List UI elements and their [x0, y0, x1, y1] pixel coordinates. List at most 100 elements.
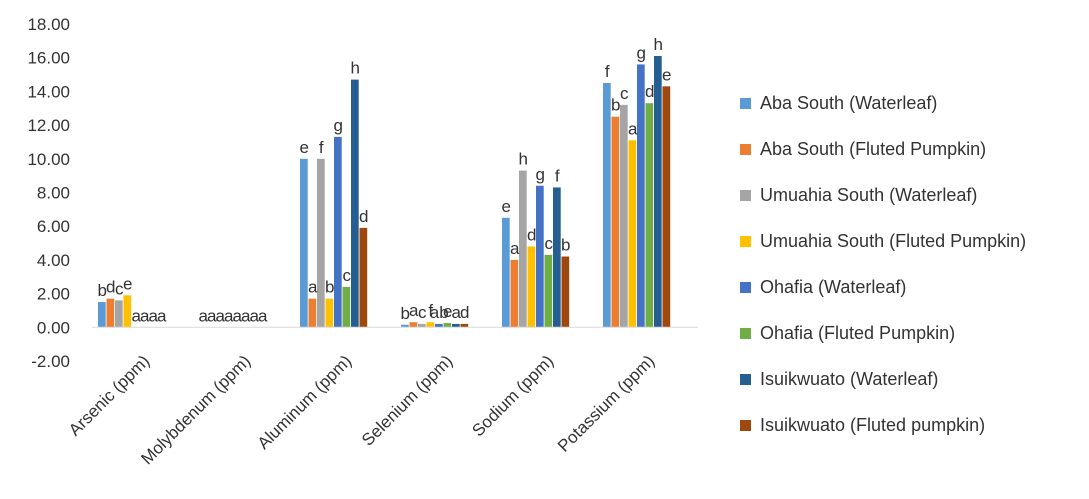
bar	[637, 64, 645, 328]
data-label: a	[132, 306, 142, 325]
legend-swatch	[740, 235, 751, 247]
legend-swatch	[740, 281, 751, 293]
bar	[334, 136, 342, 328]
legend-swatch	[740, 97, 751, 109]
data-label: a	[628, 119, 638, 138]
data-label: a	[149, 306, 159, 325]
bar	[351, 79, 359, 328]
data-label: e	[502, 197, 511, 216]
bar	[418, 323, 426, 328]
data-label: a	[452, 303, 462, 322]
data-label: f	[605, 62, 610, 81]
y-tick-label: 12.00	[27, 116, 70, 135]
bar	[401, 324, 409, 328]
bar	[502, 217, 510, 328]
bar	[654, 56, 662, 328]
data-label: c	[620, 84, 629, 103]
x-tick-label: Selenium (ppm)	[358, 351, 456, 449]
legend-label: Aba South (Waterleaf)	[760, 92, 938, 113]
legend-entry: Aba South (Fluted Pumpkin)	[740, 126, 1026, 172]
x-axis: Arsenic (ppm)Molybdenum (ppm) Aluminum (p…	[65, 326, 698, 468]
legend-swatch	[740, 419, 751, 431]
data-label: a	[250, 306, 260, 325]
bar	[553, 187, 561, 328]
bar	[628, 140, 637, 328]
data-label: d	[645, 82, 654, 101]
data-label: a	[308, 278, 318, 297]
bar	[308, 298, 317, 328]
data-label: d	[106, 278, 115, 297]
data-label: g	[637, 43, 646, 62]
legend-swatch	[740, 143, 751, 155]
bar	[325, 298, 334, 328]
data-label: a	[233, 306, 243, 325]
data-label: g	[334, 116, 343, 135]
bar	[115, 300, 123, 328]
legend-label: Umuahia South (Fluted Pumpkin)	[760, 230, 1027, 251]
bar	[527, 246, 536, 328]
y-tick-label: 18.00	[27, 15, 70, 34]
data-label: c	[115, 279, 124, 298]
data-label: a	[258, 306, 268, 325]
legend-entry: Umuahia South (Waterleaf)	[740, 172, 1026, 218]
bar	[561, 256, 570, 328]
x-tick-label: Molybdenum (ppm)	[137, 351, 254, 468]
legend-label: Ohafia (Fluted Pumpkin)	[760, 322, 956, 343]
bar	[123, 295, 132, 328]
bar	[435, 323, 443, 328]
y-tick-label: -2.00	[31, 352, 70, 371]
bar	[342, 286, 351, 328]
bar	[645, 103, 654, 328]
data-label: h	[351, 59, 360, 78]
data-label: e	[123, 274, 132, 293]
data-label: b	[611, 96, 620, 115]
data-label: a	[409, 301, 419, 320]
legend-entry: Ohafia (Waterleaf)	[740, 264, 1026, 310]
bar	[603, 82, 611, 328]
bar	[359, 227, 368, 328]
legend-swatch	[740, 327, 751, 339]
bar	[460, 323, 469, 328]
data-label: f	[555, 166, 560, 185]
data-label: a	[510, 239, 520, 258]
y-tick-label: 0.00	[37, 318, 70, 337]
data-label: e	[443, 302, 452, 321]
bar	[443, 323, 452, 328]
data-label: a	[157, 306, 167, 325]
bar	[544, 254, 553, 328]
data-label: b	[401, 304, 410, 323]
bar	[106, 298, 115, 328]
data-label: d	[527, 225, 536, 244]
legend-swatch	[740, 189, 751, 201]
bar	[452, 323, 460, 328]
data-label: f	[319, 138, 324, 157]
data-label: a	[241, 306, 251, 325]
legend-entry: Isuikwuato (Fluted pumpkin)	[740, 402, 1026, 448]
bar	[611, 116, 620, 328]
bar	[536, 185, 544, 328]
y-tick-label: 16.00	[27, 49, 70, 68]
data-label: c	[418, 303, 427, 322]
bar	[98, 302, 106, 328]
x-tick-label: Arsenic (ppm)	[65, 351, 153, 439]
y-tick-label: 10.00	[27, 150, 70, 169]
x-tick-label: Potassium (ppm)	[554, 351, 658, 455]
y-tick-label: 4.00	[37, 251, 70, 270]
data-label: h	[519, 150, 528, 169]
data-label: d	[460, 303, 469, 322]
legend-entry: Ohafia (Fluted Pumpkin)	[740, 310, 1026, 356]
x-tick-label: Aluminum (ppm)	[254, 351, 356, 453]
y-tick-label: 2.00	[37, 285, 70, 304]
data-label: b	[98, 281, 107, 300]
data-label: e	[300, 138, 309, 157]
data-label: e	[662, 65, 671, 84]
data-label: a	[216, 306, 226, 325]
data-label: b	[325, 278, 334, 297]
y-axis: -2.00 0.00 2.00 4.00 6.00 8.00 10.00 12.00 14.00…	[27, 15, 70, 371]
legend-entry: Isuikwuato (Waterleaf)	[740, 356, 1026, 402]
legend-entry: Aba South (Waterleaf)	[740, 80, 1026, 126]
legend-entry: Umuahia South (Fluted Pumpkin)	[740, 218, 1026, 264]
y-tick-label: 14.00	[27, 82, 70, 101]
